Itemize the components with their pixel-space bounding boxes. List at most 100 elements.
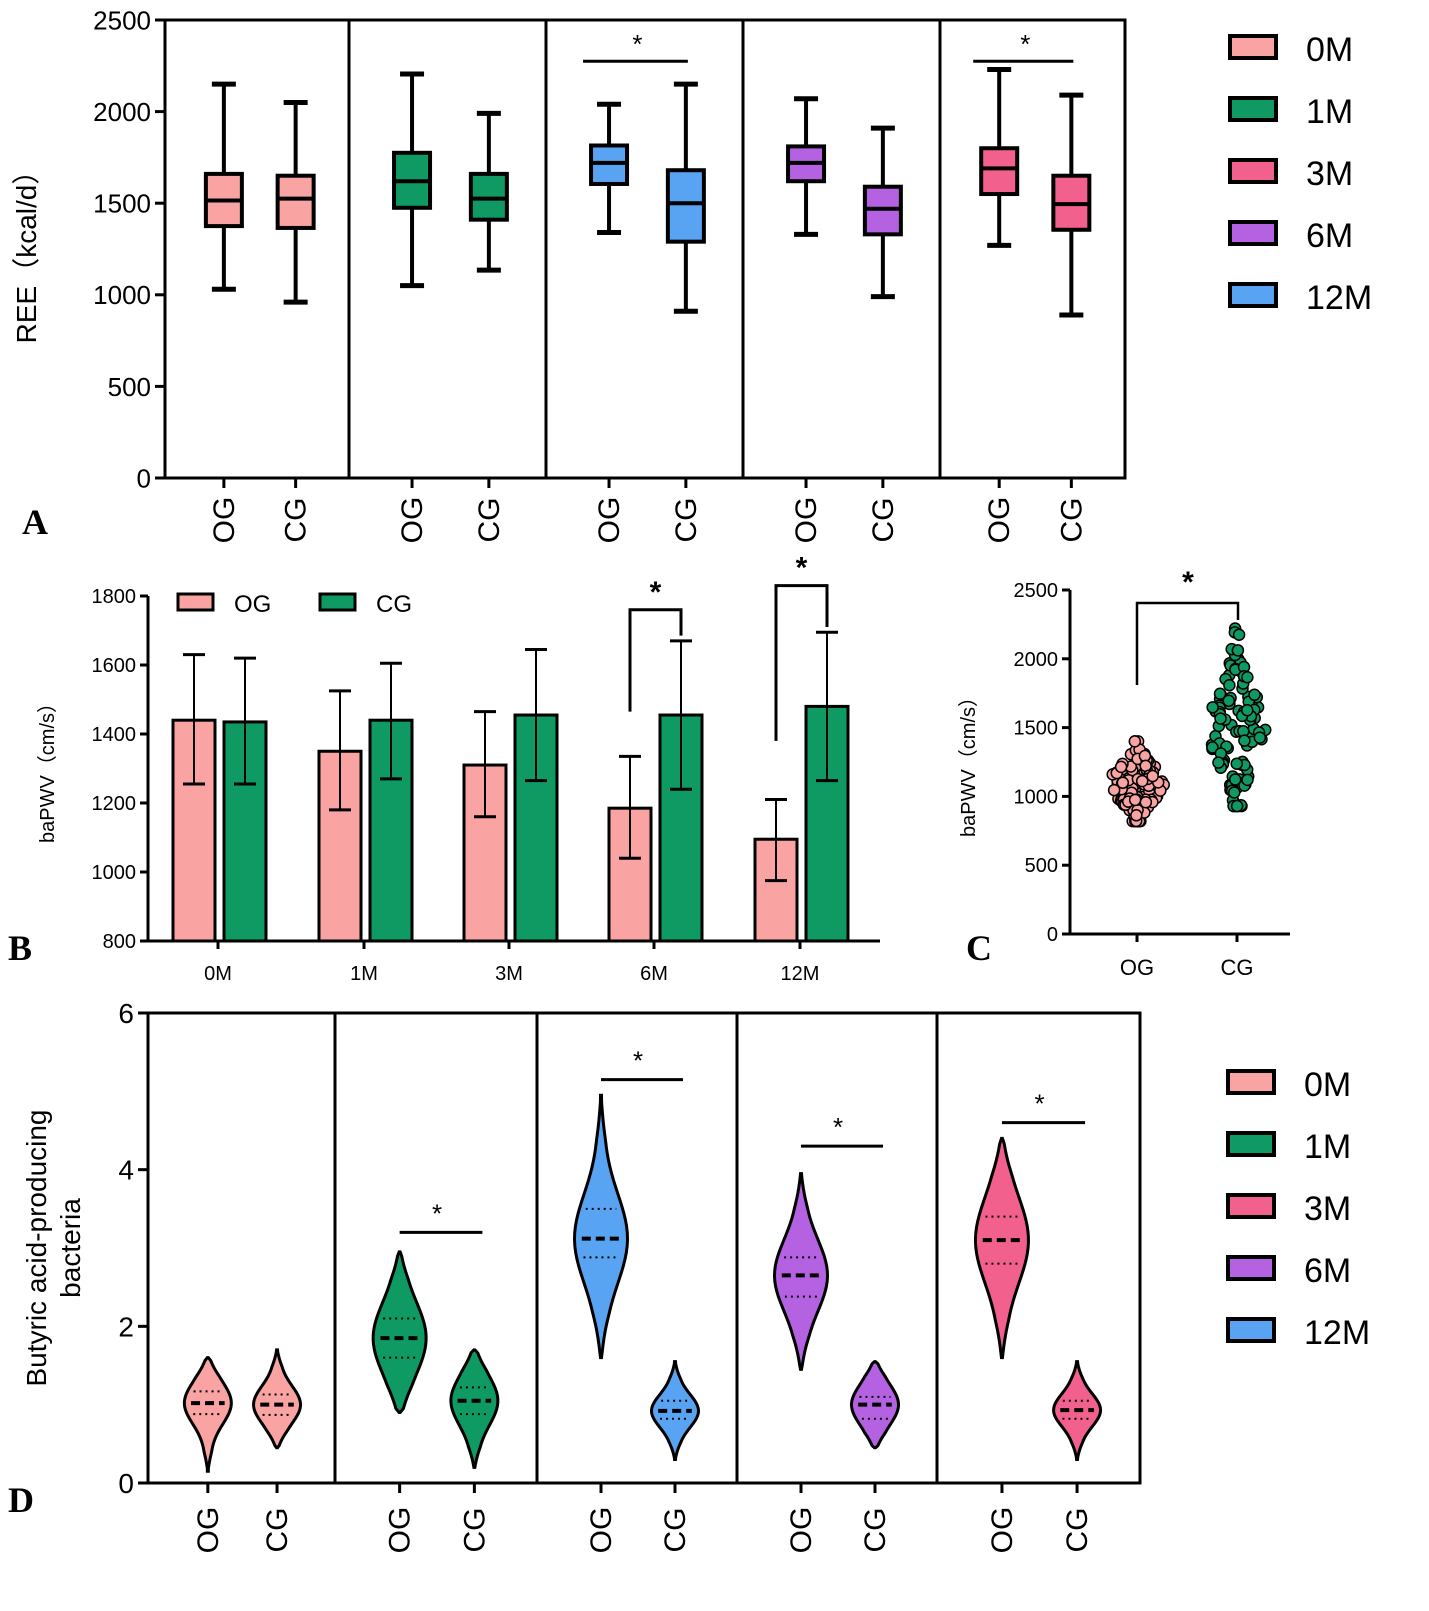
A-x-tick-label: OG [790,497,823,544]
C-data-point-CG [1206,701,1219,714]
C-y-tick-label: 2000 [1014,649,1059,671]
C-y-tick-label: 1500 [1014,718,1059,740]
D-violin [449,1348,500,1469]
C-x-tick-label: CG [1221,955,1254,980]
C-data-point-OG [1107,783,1121,797]
A-y-tick-label: 2500 [93,5,151,35]
C-data-point-OG [1128,793,1142,807]
C-data-point-CG [1212,756,1225,769]
D-y-tick-label: 4 [118,1155,134,1186]
D-legend-swatch-0M [1226,1069,1276,1095]
D-y-tick-label: 6 [118,998,134,1029]
A-y-tick-label: 2000 [93,97,151,127]
A-panel-letter: A [22,502,48,542]
D-panel-letter: D [8,1480,34,1520]
C-data-point-OG [1128,735,1142,748]
A-x-tick-label: CG [1055,498,1088,543]
D-legend-swatch-3M [1226,1193,1276,1219]
B-legend-label-CG: CG [376,591,412,618]
D-x-tick-label: CG [859,1508,892,1553]
D-violin [573,1093,629,1360]
A-legend-label-0M: 0M [1306,31,1353,69]
B-y-tick-label: 1200 [92,793,137,815]
A-box [665,168,706,244]
D-legend-label-3M: 3M [1304,1190,1351,1228]
C-data-point-CG [1253,731,1267,744]
D-x-tick-label: CG [659,1508,692,1553]
C-data-point-CG [1248,688,1261,702]
A-x-tick-label: CG [670,498,703,543]
C-data-point-OG [1116,776,1130,789]
C-data-point-CG [1214,712,1227,725]
D-x-tick-label: OG [384,1507,417,1554]
C-data-point-CG [1206,741,1219,754]
C-data-point-CG [1228,773,1242,786]
D-legend-label-1M: 1M [1304,1128,1351,1166]
A-box [275,173,316,230]
D-violin [773,1172,829,1371]
C-data-point-CG [1238,734,1251,747]
C-panel-letter: C [966,928,992,968]
A-legend-swatch-3M [1228,158,1278,184]
B-x-tick-label: 1M [350,963,378,985]
D-y-tick-label: 2 [118,1311,134,1342]
B-significance-star: * [650,576,662,609]
A-y-tick-label: 500 [108,372,151,402]
B-x-tick-label: 3M [495,963,523,985]
D-x-tick-label: OG [986,1507,1019,1554]
C-data-point-CG [1241,670,1254,684]
C-data-point-CG [1231,644,1245,657]
A-legend-swatch-12M [1228,282,1278,308]
C-y-axis-label: baPWV（cm/s） [957,687,980,837]
D-x-tick-label: CG [458,1508,491,1553]
C-data-point-OG [1130,809,1143,822]
B-y-tick-label: 1400 [92,724,137,746]
C-y-tick-label: 500 [1025,855,1058,877]
D-violin [182,1356,233,1473]
B-y-tick-label: 800 [103,931,136,953]
D-legend-label-12M: 12M [1304,1314,1370,1352]
A-box [979,146,1020,197]
C-data-point-CG [1232,628,1246,642]
D-x-tick-label: OG [585,1507,618,1554]
C-x-tick-label: OG [1120,955,1154,980]
A-y-tick-label: 0 [137,463,151,493]
D-significance-star: * [833,1112,843,1142]
C-data-point-CG [1241,773,1254,787]
A-legend-label-12M: 12M [1306,279,1372,317]
A-legend-swatch-1M [1228,96,1278,122]
B-legend-label-OG: OG [234,591,271,618]
C-data-point-CG [1230,799,1244,813]
B-significance-bracket [774,584,829,741]
D-violin [973,1136,1030,1360]
A-x-tick-label: OG [396,497,429,544]
D-significance-star: * [432,1198,442,1228]
C-data-point-CG [1240,703,1254,717]
A-x-tick-label: CG [867,498,900,543]
C-data-point-OG [1135,774,1149,788]
C-data-point-CG [1230,757,1243,770]
D-x-tick-label: CG [261,1508,294,1553]
D-y-tick-label: 0 [118,1468,134,1499]
C-data-point-OG [1146,769,1159,783]
C-data-point-CG [1223,679,1236,692]
A-plot-frame [163,18,1127,480]
D-plot-frame [146,1011,1142,1485]
A-legend-swatch-6M [1228,220,1278,246]
B-significance-bracket [628,608,683,712]
C-data-point-CG [1222,694,1235,708]
D-legend-swatch-6M [1226,1255,1276,1281]
A-significance-star: * [632,29,642,59]
B-panel-letter: B [8,928,32,968]
C-y-tick-label: 2500 [1014,580,1059,602]
A-legend-swatch-0M [1228,34,1278,60]
B-x-tick-label: 12M [781,963,820,985]
B-y-axis-label: baPWV（cm/s） [36,693,59,843]
D-violin [371,1250,428,1414]
A-legend-label-6M: 6M [1306,217,1353,255]
D-legend-swatch-12M [1226,1317,1276,1343]
D-x-tick-label: OG [192,1507,225,1554]
C-y-tick-label: 0 [1047,924,1058,946]
B-y-tick-label: 1600 [92,655,137,677]
